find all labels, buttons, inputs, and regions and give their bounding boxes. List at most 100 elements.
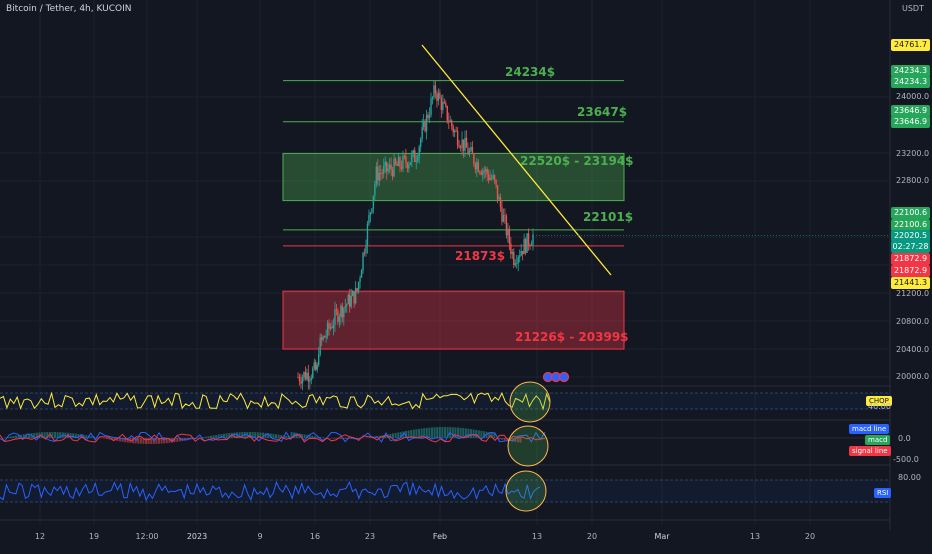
candle-body <box>424 121 425 132</box>
macd-histogram-bar <box>148 438 150 444</box>
macd-histogram-bar <box>275 434 277 438</box>
candle-body <box>441 98 442 110</box>
candle-body <box>361 270 362 277</box>
candle-body <box>411 154 412 162</box>
macd-highlight-circle <box>508 426 548 466</box>
candle-body <box>421 127 422 139</box>
macd-histogram-bar <box>444 427 446 438</box>
candle-body <box>435 85 436 93</box>
candle-body <box>364 253 365 254</box>
rsi-highlight-circle <box>506 471 546 511</box>
candle-body <box>300 381 301 383</box>
macd-histogram-bar <box>12 436 14 438</box>
rsi-tag: RSI <box>874 488 891 498</box>
candle-body <box>532 234 533 244</box>
candle-body <box>367 224 368 246</box>
candle-body <box>345 306 346 308</box>
candle-body <box>333 325 334 328</box>
candle-body <box>482 171 483 175</box>
macd-histogram-bar <box>335 438 337 439</box>
candle-body <box>352 291 353 296</box>
candle-body <box>438 93 439 101</box>
chop-level: 40.00 <box>868 402 891 411</box>
candle-body <box>399 157 400 167</box>
price-tag-high: 24761.7 <box>891 39 930 51</box>
macd-level-low: -500.0 <box>893 455 919 464</box>
candle-body <box>315 362 316 369</box>
date-label: 9 <box>257 532 262 541</box>
macd-histogram-bar <box>272 434 274 438</box>
date-label: 13 <box>532 532 542 541</box>
macd-histogram-bar <box>322 437 324 438</box>
candle-body <box>485 169 486 171</box>
candle-body <box>479 172 480 173</box>
candle-body <box>466 138 467 148</box>
macd-histogram-bar <box>392 433 394 438</box>
candle-body <box>450 120 451 122</box>
axis-price-tick: 22800.0 <box>896 176 929 185</box>
macd-histogram-bar <box>10 437 12 438</box>
price-tag-level: 22100.6 <box>891 207 930 219</box>
candle-body <box>523 239 524 254</box>
candle-body <box>515 263 516 265</box>
macd-histogram-bar <box>473 429 475 438</box>
macd-histogram-bar <box>314 436 316 438</box>
currency-unit: USDT <box>902 4 924 13</box>
candle-body <box>455 131 456 132</box>
macd-histogram-bar <box>395 433 397 438</box>
candle-body <box>531 245 532 246</box>
candle-body <box>306 373 307 379</box>
candle-body <box>526 233 527 253</box>
macd-histogram-bar <box>278 435 280 438</box>
candle-body <box>507 229 508 236</box>
candle-body <box>356 288 357 291</box>
candle-body <box>512 252 513 254</box>
candle-body <box>297 377 298 378</box>
macd-tag: macd <box>865 435 890 445</box>
candle-body <box>484 171 485 172</box>
candle-body <box>380 173 381 174</box>
candle-body <box>410 162 411 164</box>
macd-histogram-bar <box>470 429 472 438</box>
date-label: 20 <box>587 532 597 541</box>
candle-body <box>331 327 332 328</box>
candle-body <box>488 175 489 180</box>
candle-body <box>317 365 318 370</box>
candle-body <box>525 239 526 253</box>
candle-body <box>522 251 523 254</box>
candle-body <box>401 167 402 169</box>
candle-body <box>339 317 340 322</box>
candle-body <box>325 335 326 337</box>
candle-body <box>509 229 510 244</box>
candle-body <box>463 139 464 150</box>
price-tag-level: 24234.3 <box>891 76 930 88</box>
candle-body <box>445 103 446 106</box>
candle-body <box>392 170 393 177</box>
candle-body <box>413 150 414 154</box>
candle-body <box>383 166 384 173</box>
macd-histogram-bar <box>457 428 459 438</box>
candle-body <box>414 150 415 162</box>
candle-body <box>353 291 354 303</box>
candle-body <box>312 369 313 378</box>
candle-body <box>528 233 529 245</box>
candle-body <box>302 377 303 384</box>
macd-histogram-bar <box>90 436 92 438</box>
candle-body <box>451 120 452 126</box>
candle-body <box>454 131 455 133</box>
macd-histogram-bar <box>304 434 306 438</box>
candle-body <box>427 115 428 118</box>
demand-zone-label: 21226$ - 20399$ <box>515 330 629 344</box>
level-label-21873: 21873$ <box>455 249 505 263</box>
macd-histogram-bar <box>163 438 165 443</box>
price-tag-countdown: 02:27:28 <box>891 241 930 253</box>
candle-body <box>324 336 325 337</box>
candle-body <box>348 295 349 304</box>
price-tag-low: 21441.3 <box>891 277 930 289</box>
candle-body <box>501 207 502 222</box>
macd-histogram-bar <box>207 436 209 438</box>
macd-histogram-bar <box>345 438 347 439</box>
candle-body <box>393 159 394 177</box>
